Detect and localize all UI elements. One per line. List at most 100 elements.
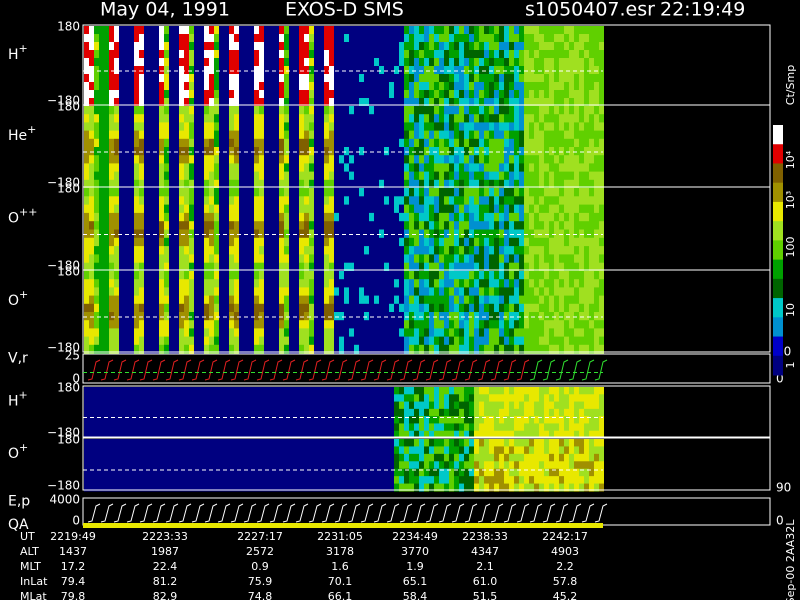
spectrogram-cell (214, 42, 219, 51)
spectrogram-cell (139, 468, 144, 477)
spectrogram-cell (89, 147, 94, 156)
spectrogram-cell (389, 163, 394, 173)
spectrogram-cell (559, 171, 564, 181)
spectrogram-cell (589, 312, 594, 321)
spectrogram-cell (304, 188, 309, 197)
spectrogram-cell (324, 287, 329, 297)
spectrogram-cell (414, 287, 419, 297)
spectrogram-cell (259, 237, 264, 247)
spectrogram-cell (354, 408, 359, 417)
spectrogram-cell (419, 237, 424, 247)
spectrogram-cell (484, 106, 489, 115)
spectrogram-cell (259, 34, 264, 43)
spectrogram-cell (364, 204, 369, 214)
spectrogram-cell (144, 279, 149, 288)
spectrogram-cell (474, 114, 479, 123)
spectrogram-cell (419, 98, 424, 107)
spectrogram-cell (194, 401, 199, 410)
spectrogram-cell (439, 401, 444, 410)
spectrogram-cell (349, 122, 354, 132)
spectrogram-cell (309, 163, 314, 173)
spectrogram-cell (189, 287, 194, 297)
spectrogram-cell (214, 90, 219, 99)
spectrogram-cell (134, 147, 139, 156)
spectrogram-cell (264, 155, 269, 164)
spectrogram-cell (329, 147, 334, 156)
spectrogram-cell (229, 138, 234, 148)
spectrogram-cell (594, 271, 599, 280)
spectrogram-cell (314, 328, 319, 338)
spectrogram-cell (464, 295, 469, 305)
spectrogram-cell (184, 74, 189, 83)
spectrogram-cell (154, 114, 159, 123)
spectrogram-cell (249, 262, 254, 272)
spectrogram-cell (199, 42, 204, 51)
spectrogram-cell (199, 204, 204, 214)
spectrogram-cell (334, 106, 339, 115)
spectrogram-cell (434, 179, 439, 189)
spectrogram-cell (254, 229, 259, 239)
spectrogram-cell (119, 303, 124, 313)
spectrogram-cell (299, 344, 304, 354)
spectrogram-cell (319, 416, 324, 424)
spectrogram-cell (369, 196, 374, 206)
spectrogram-cell (509, 82, 514, 91)
spectrogram-cell (394, 130, 399, 140)
spectrogram-cell (124, 446, 129, 455)
spectrogram-cell (84, 328, 89, 338)
spectrogram-cell (159, 106, 164, 115)
spectrogram-cell (164, 50, 169, 59)
spectrogram-cell (189, 246, 194, 255)
spectrogram-cell (439, 295, 444, 305)
spectrogram-cell (254, 106, 259, 115)
spectrogram-cell (134, 408, 139, 417)
spectrogram-cell (574, 114, 579, 123)
spectrogram-cell (534, 179, 539, 189)
spectrogram-cell (94, 163, 99, 173)
spectrogram-cell (239, 416, 244, 424)
spectrogram-cell (104, 138, 109, 148)
spectrogram-cell (324, 394, 329, 403)
spectrogram-cell (109, 171, 114, 181)
spectrogram-cell (194, 196, 199, 206)
spectrogram-cell (514, 254, 519, 264)
spectrogram-cell (234, 42, 239, 51)
spectrogram-cell (349, 336, 354, 346)
spectrogram-cell (89, 179, 94, 189)
spectrogram-cell (429, 271, 434, 280)
spectrogram-cell (99, 98, 104, 107)
spectrogram-cell (369, 34, 374, 43)
spectrogram-cell (229, 295, 234, 305)
spectrogram-cell (499, 271, 504, 280)
spectrogram-cell (454, 336, 459, 346)
spectrogram-cell (564, 114, 569, 123)
spectrogram-cell (129, 303, 134, 313)
spectrogram-cell (539, 303, 544, 313)
spectrogram-cell (599, 114, 604, 123)
spectrogram-cell (299, 279, 304, 288)
spectrogram-cell (369, 295, 374, 305)
spectrogram-cell (354, 122, 359, 132)
spectrogram-cell (194, 430, 199, 439)
spectrogram-cell (509, 320, 514, 329)
spectrogram-cell (129, 483, 134, 492)
spectrogram-cell (189, 328, 194, 338)
spectrogram-cell (514, 114, 519, 123)
spectrogram-cell (129, 394, 134, 403)
spectrogram-cell (174, 229, 179, 239)
spectrogram-cell (129, 312, 134, 321)
spectrogram-cell (114, 138, 119, 148)
spectrogram-cell (459, 312, 464, 321)
spectrogram-cell (149, 204, 154, 214)
spectrogram-cell (164, 303, 169, 313)
spectrogram-cell (139, 114, 144, 123)
spectrogram-cell (494, 42, 499, 51)
spectrogram-cell (524, 246, 529, 255)
spectrogram-cell (514, 196, 519, 206)
spectrogram-cell (179, 42, 184, 51)
spectrogram-cell (269, 336, 274, 346)
spectrogram-cell (244, 287, 249, 297)
spectrogram-cell (514, 122, 519, 132)
spectrogram-cell (489, 66, 494, 75)
spectrogram-cell (384, 416, 389, 424)
